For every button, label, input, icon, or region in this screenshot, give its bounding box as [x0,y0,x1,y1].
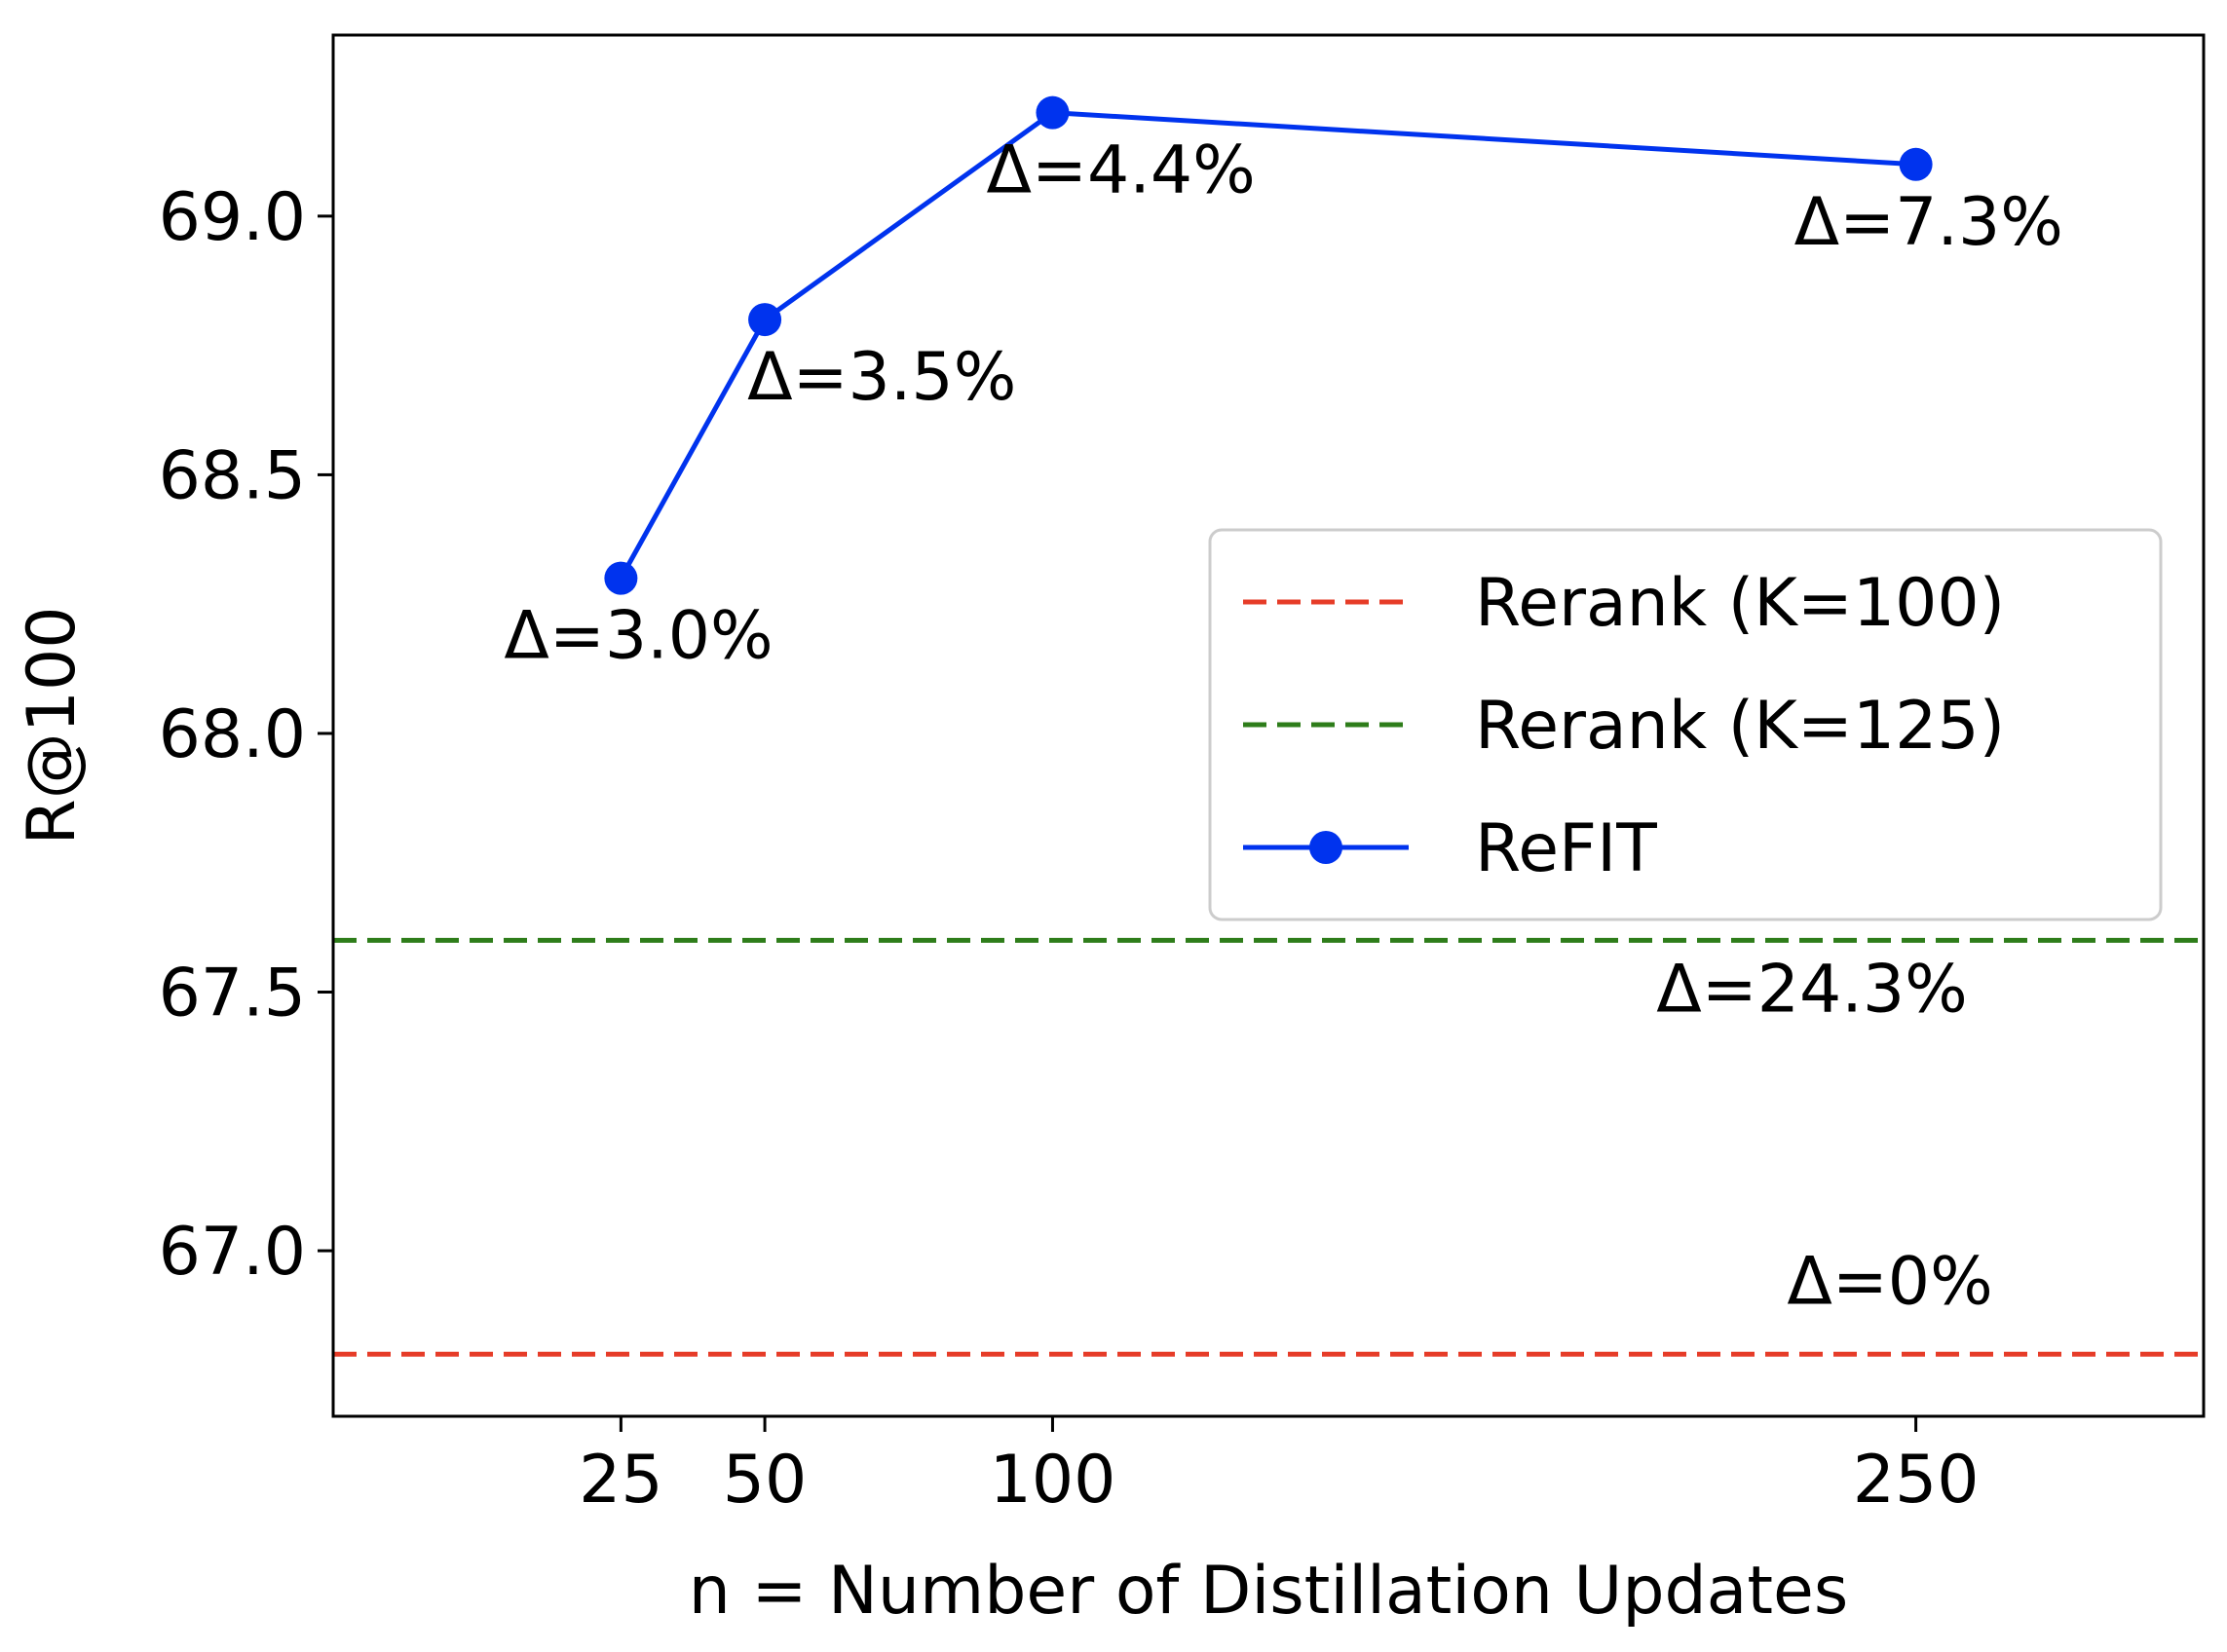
y-tick-label: 68.5 [159,437,306,514]
annotation-label: Δ=0% [1787,1243,1992,1320]
x-tick-label: 50 [723,1442,808,1519]
annotation-label: Δ=3.0% [504,598,773,675]
y-axis: 67.0 67.5 68.0 68.5 69.0 [159,179,333,1291]
data-point [748,303,782,337]
annotation-label: Δ=3.5% [747,339,1016,416]
legend-label: ReFIT [1475,810,1657,887]
series-line-refit [619,110,1916,580]
plot-frame [331,33,2206,1418]
y-axis-title: R@100 [14,606,91,845]
x-tick-label: 100 [990,1442,1116,1519]
x-tick-label: 250 [1853,1442,1980,1519]
legend-label: Rerank (K=125) [1475,688,2005,765]
annotation-label: Δ=4.4% [986,132,1255,209]
y-tick-label: 68.0 [159,696,306,773]
annotation-label: Δ=24.3% [1656,951,1968,1028]
legend-marker [1309,831,1342,864]
x-axis-title: n = Number of Distillation Updates [689,1553,1849,1630]
annotation-label: Δ=7.3% [1794,184,2063,261]
x-axis: 25 50 100 250 [579,1416,1980,1519]
data-point [1036,95,1070,130]
legend-label: Rerank (K=100) [1475,565,2005,642]
legend-box [1208,528,2163,921]
y-tick-label: 69.0 [159,179,306,256]
data-point [604,561,638,595]
plot-area [333,95,2204,1357]
annotations: Δ=3.0% Δ=3.5% Δ=4.4% Δ=7.3% Δ=0% Δ=24.3% [504,132,2062,1321]
data-point [1899,147,1933,181]
y-tick-label: 67.5 [159,956,306,1032]
legend: Rerank (K=100) Rerank (K=125) ReFIT [1208,528,2163,921]
y-tick-label: 67.0 [159,1214,306,1291]
x-tick-label: 25 [579,1442,663,1519]
